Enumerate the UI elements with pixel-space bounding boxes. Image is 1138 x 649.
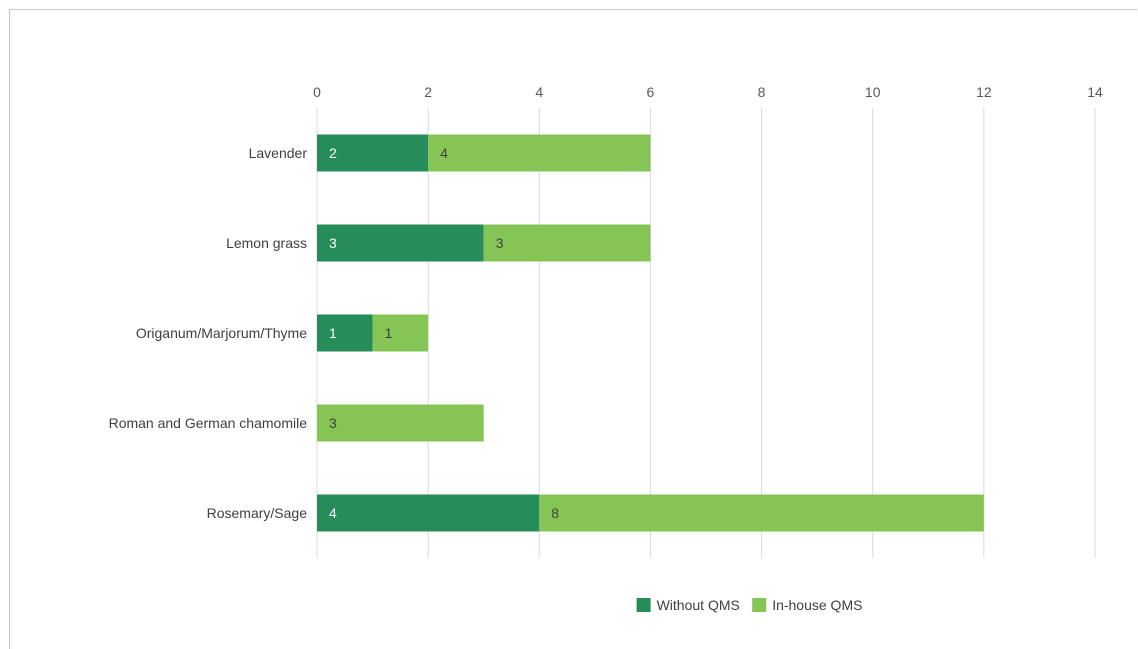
bar-segment-in-house-qms [372, 314, 429, 352]
data-label: 3 [329, 235, 337, 251]
x-tick-label: 10 [865, 84, 881, 100]
bar-segment-in-house-qms [317, 404, 484, 442]
chart-frame [9, 9, 1137, 649]
bar-segment-without-qms [317, 134, 429, 172]
data-label: 8 [551, 505, 559, 521]
data-label: 1 [329, 325, 337, 341]
category-label: Roman and German chamomile [109, 415, 308, 431]
data-label: 4 [440, 145, 448, 161]
bar-segment-in-house-qms [428, 134, 651, 172]
bar-segment-without-qms [317, 224, 484, 262]
bar-segment-without-qms [317, 314, 373, 352]
x-tick-label: 8 [758, 84, 766, 100]
bar-segment-without-qms [317, 494, 540, 532]
category-label: Origanum/Marjorum/Thyme [136, 325, 307, 341]
x-tick-label: 14 [1087, 84, 1103, 100]
legend-label: Without QMS [657, 597, 740, 613]
data-label: 3 [496, 235, 504, 251]
category-label: Lavender [249, 145, 308, 161]
legend-swatch-without-qms [636, 598, 651, 612]
x-tick-label: 4 [535, 84, 543, 100]
data-label: 1 [385, 325, 393, 341]
legend-label: In-house QMS [772, 597, 862, 613]
x-tick-label: 2 [424, 84, 432, 100]
category-label: Lemon grass [226, 235, 307, 251]
bar-segment-in-house-qms [539, 494, 984, 532]
x-tick-label: 12 [976, 84, 992, 100]
legend-swatch-in-house-qms [752, 598, 767, 612]
data-label: 4 [329, 505, 337, 521]
x-tick-label: 0 [313, 84, 321, 100]
category-label: Rosemary/Sage [207, 505, 308, 521]
x-tick-label: 6 [647, 84, 655, 100]
data-label: 2 [329, 145, 337, 161]
bar-segment-in-house-qms [483, 224, 651, 262]
data-label: 3 [329, 415, 337, 431]
